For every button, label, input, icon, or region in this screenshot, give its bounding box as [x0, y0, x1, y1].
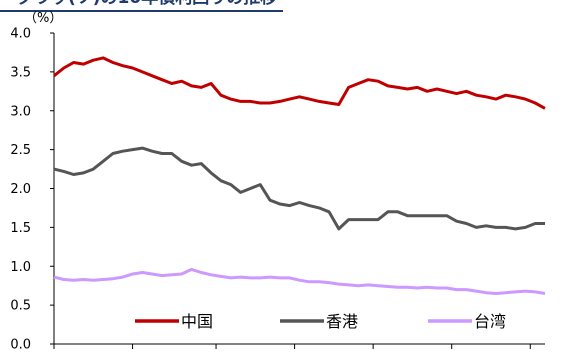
series-line [53, 267, 546, 295]
y-tick-label: 2.0 [10, 182, 31, 197]
series-line [53, 56, 546, 110]
y-unit-label: （%） [24, 11, 62, 26]
y-tick-label: 1.5 [10, 221, 31, 236]
y-tick-label: 0.0 [10, 338, 31, 353]
y-tick-label: 3.5 [10, 65, 31, 80]
y-tick-label: 2.5 [10, 143, 31, 158]
legend-label: 中国 [181, 312, 213, 331]
legend-label: 香港 [326, 312, 358, 331]
legend: 中国 香港 台湾 [135, 312, 506, 331]
legend-label: 台湾 [474, 312, 506, 331]
axes: 0.0 0.5 1.0 1.5 2.0 2.5 3.0 3.5 4.0（%） [10, 11, 545, 353]
y-tick-label: 3.0 [10, 104, 31, 119]
y-tick-label: 4.0 [10, 27, 31, 42]
chart-title-fragment: ・グラッ(ソ)の10年債利回りの推移 [0, 0, 284, 12]
y-tick-label: 0.5 [10, 299, 31, 314]
series-line [53, 146, 545, 231]
y-tick-label: 1.0 [10, 260, 31, 275]
series-layer [53, 56, 546, 295]
